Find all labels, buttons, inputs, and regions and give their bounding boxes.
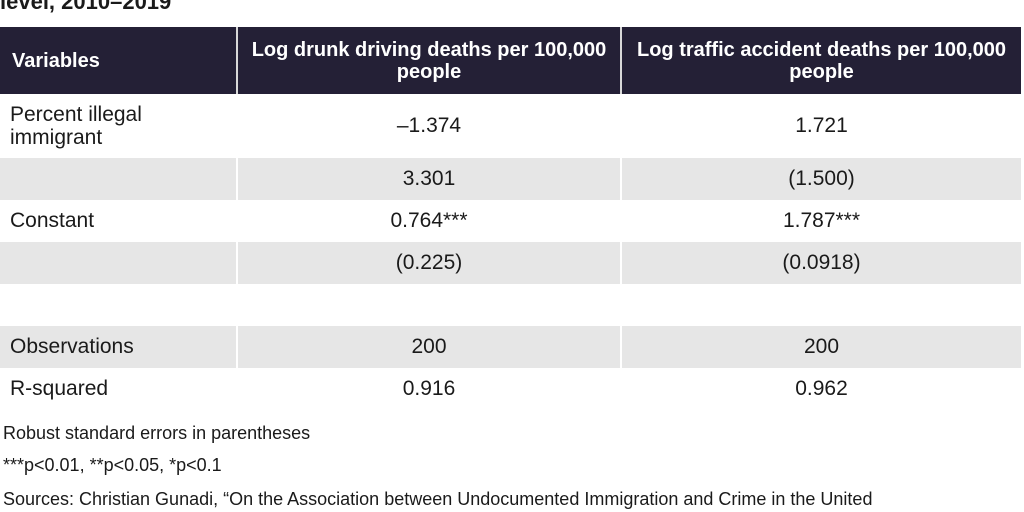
row-label: Percent illegal immigrant bbox=[10, 103, 142, 149]
sources-note: Sources: Christian Gunadi, “On the Assoc… bbox=[3, 489, 873, 509]
drunk-driving-value: –1.374 bbox=[236, 94, 620, 158]
row-label: Observations bbox=[10, 335, 134, 358]
table-row: (0.225) (0.0918) bbox=[0, 242, 1021, 284]
header-variables: Variables bbox=[12, 49, 100, 72]
row-label bbox=[0, 158, 236, 200]
traffic-accident-value: (1.500) bbox=[620, 158, 1021, 200]
significance-note: ***p<0.01, **p<0.05, *p<0.1 bbox=[3, 455, 222, 475]
table-row: R-squared 0.916 0.962 bbox=[0, 368, 1021, 410]
traffic-accident-value: 0.962 bbox=[620, 368, 1021, 410]
header-drunk-driving: Log drunk driving deaths per 100,000 peo… bbox=[236, 27, 620, 94]
row-label: R-squared bbox=[10, 377, 109, 400]
drunk-driving-value: 200 bbox=[236, 326, 620, 368]
table-row: Observations 200 200 bbox=[0, 326, 1021, 368]
traffic-accident-value: 1.721 bbox=[620, 94, 1021, 158]
table-title: level, 2010–2019 bbox=[0, 0, 172, 14]
traffic-accident-value bbox=[620, 284, 1021, 326]
regression-table: Variables Log drunk driving deaths per 1… bbox=[0, 27, 1021, 410]
drunk-driving-value bbox=[236, 284, 620, 326]
row-label: Constant bbox=[10, 209, 95, 232]
drunk-driving-value: 0.764*** bbox=[236, 200, 620, 242]
table-row: 3.301 (1.500) bbox=[0, 158, 1021, 200]
table-row-spacer bbox=[0, 284, 1021, 326]
drunk-driving-value: 3.301 bbox=[236, 158, 620, 200]
drunk-driving-value: 0.916 bbox=[236, 368, 620, 410]
row-label bbox=[0, 242, 236, 284]
header-traffic-accident: Log traffic accident deaths per 100,000 … bbox=[620, 27, 1021, 94]
row-label bbox=[0, 284, 236, 326]
table-header-row: Variables Log drunk driving deaths per 1… bbox=[0, 27, 1021, 94]
drunk-driving-value: (0.225) bbox=[236, 242, 620, 284]
table-row: Constant 0.764*** 1.787*** bbox=[0, 200, 1021, 242]
table-row: Percent illegal immigrant –1.374 1.721 bbox=[0, 94, 1021, 158]
traffic-accident-value: 1.787*** bbox=[620, 200, 1021, 242]
traffic-accident-value: 200 bbox=[620, 326, 1021, 368]
robust-errors-note: Robust standard errors in parentheses bbox=[3, 423, 311, 443]
traffic-accident-value: (0.0918) bbox=[620, 242, 1021, 284]
